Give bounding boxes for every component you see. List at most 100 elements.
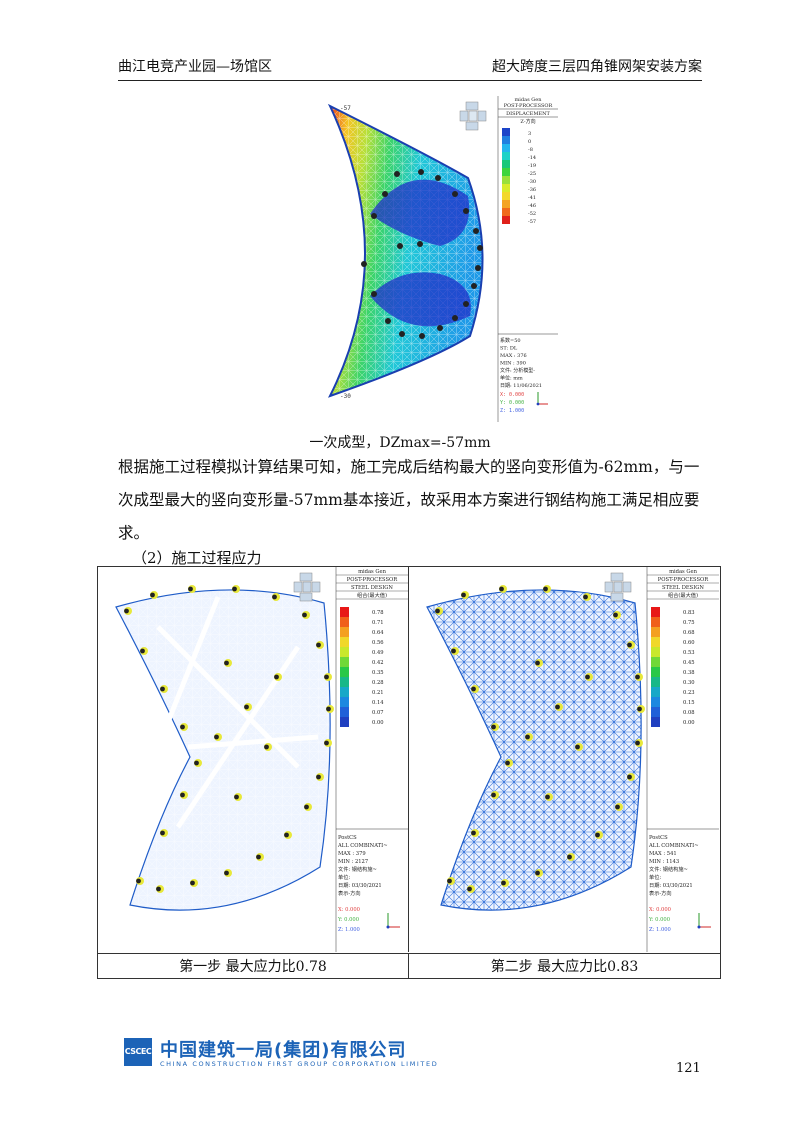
legend-value: 0.68 (683, 630, 695, 636)
info-line: 单位: (649, 873, 661, 881)
support-node (491, 791, 499, 799)
legend-value: 0.75 (683, 620, 695, 626)
support-node (180, 723, 188, 731)
axis-readout: Y: 0.000 (337, 917, 359, 923)
legend-value: 0.28 (372, 680, 384, 686)
axis-readout: Y: 0.000 (648, 917, 670, 923)
panel-title: POST-PROCESSOR (347, 577, 399, 583)
support-node (499, 585, 507, 593)
axis-triad-icon (536, 392, 548, 406)
legend-swatch (651, 647, 660, 657)
info-line: ALL COMBINATI~ (337, 843, 388, 849)
legend-value: -8 (528, 147, 533, 153)
legend-swatch (502, 176, 510, 184)
legend-swatch (340, 697, 349, 707)
support-node (545, 793, 553, 801)
legend-swatch (502, 216, 510, 224)
info-line: PostCS (649, 835, 668, 841)
legend-value: 0.00 (372, 720, 384, 726)
stress-cell-step2: midas Gen POST-PROCESSOR STEEL DESIGN 组合(最大… (409, 567, 720, 952)
legend-swatch (502, 168, 510, 176)
support-node (140, 647, 148, 655)
legend-swatch (502, 136, 510, 144)
info-line: 表示-方向 (338, 889, 361, 897)
panel-title-2: POST-PROCESSOR (504, 103, 553, 109)
support-node (543, 585, 551, 593)
legend-swatch (502, 128, 510, 136)
support-node (160, 829, 168, 837)
legend-value: 0.35 (372, 670, 384, 676)
legend-swatch (502, 192, 510, 200)
support-node (316, 773, 324, 781)
info-line: MIN : 390 (500, 361, 526, 367)
support-node (150, 591, 158, 599)
support-node (567, 853, 575, 861)
legend-value: 3 (528, 131, 531, 137)
support-node (635, 673, 643, 681)
block-gap (187, 734, 319, 750)
stress-plot-step1: midas Gen POST-PROCESSOR STEEL DESIGN组合(最大… (115, 567, 408, 952)
displacement-plot: -57 -30 midas Gen POST-PROCESSOR DISPLAC… (327, 96, 558, 422)
support-node (274, 673, 282, 681)
legend-swatch (651, 697, 660, 707)
axis-readout: Z: 1.000 (649, 927, 671, 933)
support-node (491, 723, 499, 731)
panel-title: midas Gen (358, 569, 387, 575)
info-line: 日期: 03/30/2021 (338, 882, 382, 889)
support-node (535, 869, 543, 877)
support-node (156, 885, 164, 893)
legend-value: -19 (528, 163, 536, 169)
legend-swatch (502, 208, 510, 216)
legend-swatch (502, 160, 510, 168)
support-node (447, 877, 455, 885)
legend-swatch (651, 607, 660, 617)
page-header: 曲江电竞产业园—场馆区 超大跨度三层四角锥网架安装方案 (118, 56, 702, 81)
info-line: MAX : 541 (649, 851, 677, 857)
svg-text:-30: -30 (340, 393, 351, 400)
legend-value: -52 (528, 211, 536, 217)
legend-swatch (502, 152, 510, 160)
axis-triad-icon (697, 913, 711, 929)
legend-value: 0.30 (683, 680, 695, 686)
view-cube-icon[interactable] (293, 572, 321, 602)
info-line: 日期: 03/30/2021 (649, 882, 693, 889)
legend-swatch (502, 144, 510, 152)
legend-value: 0.56 (372, 640, 384, 646)
support-node (324, 673, 332, 681)
info-line: MAX : 379 (338, 851, 366, 857)
page-number: 121 (676, 1061, 701, 1076)
legend-swatch (651, 687, 660, 697)
panel-title: STEEL DESIGN (662, 585, 704, 591)
support-node (180, 791, 188, 799)
displacement-legend: 3 0 -8 -14 -19 -25 -30 -36 -41 -46 -52 -57 (502, 128, 536, 225)
support-node (461, 591, 469, 599)
axis-z-readout: Z: 1.000 (500, 408, 524, 414)
support-node (136, 877, 144, 885)
support-node (575, 743, 583, 751)
view-cube-icon[interactable] (459, 101, 487, 131)
support-node (232, 585, 240, 593)
legend-swatch (340, 637, 349, 647)
panel-title: midas Gen (669, 569, 698, 575)
info-line: 单位: mm (500, 375, 523, 382)
body-paragraph: 根据施工过程模拟计算结果可知，施工完成后结构最大的竖向变形值为-62mm，与一次… (118, 458, 700, 542)
legend-swatch (340, 677, 349, 687)
legend-value: -57 (528, 219, 536, 225)
info-line: 文件: 分析模型- (500, 367, 535, 374)
legend-swatch (651, 627, 660, 637)
support-node (316, 641, 324, 649)
view-cube-icon[interactable] (604, 572, 632, 602)
legend-swatch (340, 657, 349, 667)
support-node (324, 739, 332, 747)
info-line: 日期: 11/06/2021 (500, 383, 542, 389)
legend-swatch (651, 677, 660, 687)
support-node (188, 585, 196, 593)
support-node (535, 659, 543, 667)
panel-title-1: midas Gen (515, 97, 543, 103)
info-line: MAX : 376 (500, 353, 527, 359)
legend-value: 0.08 (683, 710, 695, 716)
axis-readout: X: 0.000 (338, 907, 360, 913)
legend-value: -14 (528, 155, 536, 161)
legend-value: 0.38 (683, 670, 695, 676)
legend-value: 0.07 (372, 710, 384, 716)
